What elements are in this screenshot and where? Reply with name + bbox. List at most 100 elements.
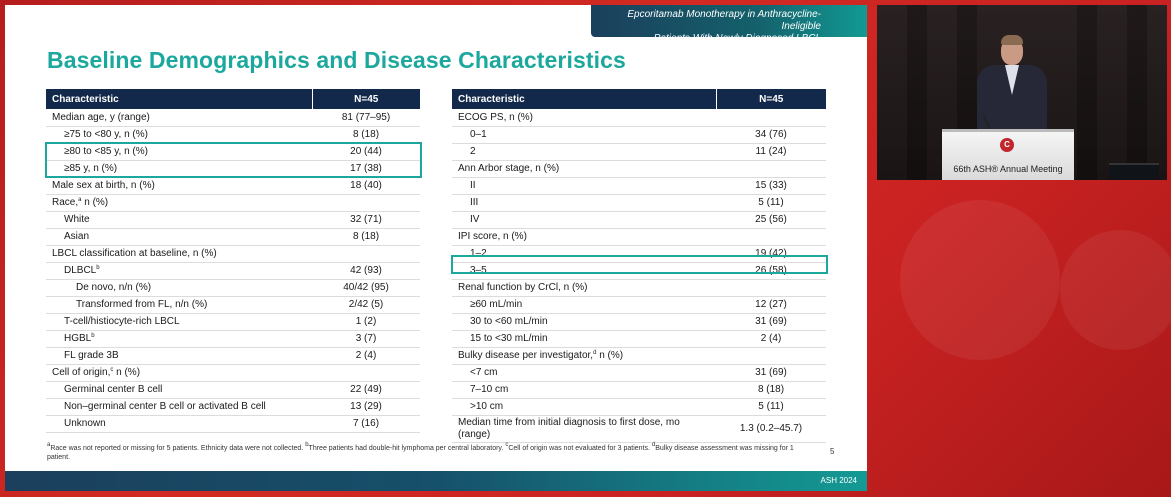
page-number: 5	[830, 447, 835, 456]
table-row: FL grade 3B 2 (4)	[46, 347, 420, 365]
presentation-slide: Epcoritamab Monotherapy in Anthracycline…	[5, 5, 867, 491]
table-row: Median time from initial diagnosis to fi…	[452, 415, 826, 443]
row-label: 30 to <60 mL/min	[452, 313, 716, 331]
row-label: 2	[452, 143, 716, 161]
banner-line-2: Patients With Newly Diagnosed LBCL	[653, 33, 821, 44]
table-row: IPI score, n (%)	[452, 228, 826, 246]
row-value	[312, 194, 420, 212]
column-header-n: N=45	[312, 89, 420, 109]
table-row: 15 to <30 mL/min 2 (4)	[452, 330, 826, 348]
row-value: 15 (33)	[716, 177, 826, 195]
row-label: Ann Arbor stage, n (%)	[452, 160, 716, 178]
row-label: FL grade 3B	[46, 347, 312, 365]
table-row: >10 cm 5 (11)	[452, 398, 826, 416]
table-row: II 15 (33)	[452, 177, 826, 195]
row-label: <7 cm	[452, 364, 716, 382]
row-value: 17 (38)	[312, 160, 420, 178]
row-label: ≥85 y, n (%)	[46, 160, 312, 178]
row-value: 11 (24)	[716, 143, 826, 161]
row-value: 18 (40)	[312, 177, 420, 195]
table-row: T-cell/histiocyte-rich LBCL 1 (2)	[46, 313, 420, 331]
row-value: 2 (4)	[312, 347, 420, 365]
row-label: Male sex at birth, n (%)	[46, 177, 312, 195]
monitor	[1109, 163, 1159, 180]
row-label: II	[452, 177, 716, 195]
row-label: Non–germinal center B cell or activated …	[46, 398, 312, 416]
table-header-row: Characteristic N=45	[46, 89, 420, 109]
row-value: 2 (4)	[716, 330, 826, 348]
row-label: LBCL classification at baseline, n (%)	[46, 245, 312, 263]
row-label: Median time from initial diagnosis to fi…	[452, 415, 716, 443]
row-value: 42 (93)	[312, 262, 420, 280]
row-label: Transformed from FL, n/n (%)	[46, 296, 312, 314]
table-row: 7–10 cm 8 (18)	[452, 381, 826, 399]
row-value: 34 (76)	[716, 126, 826, 144]
row-value: 2/42 (5)	[312, 296, 420, 314]
table-row: Transformed from FL, n/n (%) 2/42 (5)	[46, 296, 420, 314]
row-label: DLBCLb	[46, 262, 312, 280]
table-row: ≥80 to <85 y, n (%) 20 (44)	[46, 143, 420, 161]
row-value	[312, 245, 420, 263]
ash-logo-icon: C	[1000, 138, 1014, 152]
row-value: 32 (71)	[312, 211, 420, 229]
row-value	[716, 228, 826, 246]
row-value: 22 (49)	[312, 381, 420, 399]
row-value: 7 (16)	[312, 415, 420, 433]
row-value: 81 (77–95)	[312, 109, 420, 127]
table-row: White 32 (71)	[46, 211, 420, 229]
row-label: IV	[452, 211, 716, 229]
table-row: Germinal center B cell 22 (49)	[46, 381, 420, 399]
table-row: 30 to <60 mL/min 31 (69)	[452, 313, 826, 331]
banner-line-1: Epcoritamab Monotherapy in Anthracycline…	[627, 9, 821, 32]
table-row: ECOG PS, n (%)	[452, 109, 826, 127]
table-header-row: Characteristic N=45	[452, 89, 826, 109]
slide-footer: ASH 2024	[5, 471, 867, 491]
table-row: <7 cm 31 (69)	[452, 364, 826, 382]
row-value: 3 (7)	[312, 330, 420, 348]
row-value	[716, 347, 826, 365]
table-row: 1–2 19 (42)	[452, 245, 826, 263]
table-row: Non–germinal center B cell or activated …	[46, 398, 420, 416]
table-row: IV 25 (56)	[452, 211, 826, 229]
table-row: Male sex at birth, n (%) 18 (40)	[46, 177, 420, 195]
row-value: 8 (18)	[716, 381, 826, 399]
row-value: 13 (29)	[312, 398, 420, 416]
row-label: 0–1	[452, 126, 716, 144]
table-row: Ann Arbor stage, n (%)	[452, 160, 826, 178]
row-label: HGBLb	[46, 330, 312, 348]
row-value: 31 (69)	[716, 313, 826, 331]
row-label: Germinal center B cell	[46, 381, 312, 399]
table-row: 0–1 34 (76)	[452, 126, 826, 144]
column-header-n: N=45	[716, 89, 826, 109]
background-decoration	[900, 200, 1060, 360]
row-label: Unknown	[46, 415, 312, 433]
row-label: ECOG PS, n (%)	[452, 109, 716, 127]
row-value	[716, 279, 826, 297]
table-row: LBCL classification at baseline, n (%)	[46, 245, 420, 263]
row-label: IPI score, n (%)	[452, 228, 716, 246]
speaker-hair	[1001, 35, 1023, 45]
row-label: >10 cm	[452, 398, 716, 416]
row-value: 25 (56)	[716, 211, 826, 229]
row-label: Renal function by CrCl, n (%)	[452, 279, 716, 297]
table-row: ≥75 to <80 y, n (%) 8 (18)	[46, 126, 420, 144]
row-value: 40/42 (95)	[312, 279, 420, 297]
row-label: ≥75 to <80 y, n (%)	[46, 126, 312, 144]
footnote: aRace was not reported or missing for 5 …	[47, 442, 794, 461]
table-row: De novo, n/n (%) 40/42 (95)	[46, 279, 420, 297]
podium-text: 66th ASH® Annual Meeting	[953, 164, 1063, 174]
curtain-decoration	[1077, 5, 1097, 180]
row-label: T-cell/histiocyte-rich LBCL	[46, 313, 312, 331]
footer-label: ASH 2024	[820, 476, 857, 485]
demographics-table: Characteristic N=45 Median age, y (range…	[46, 89, 420, 433]
row-value: 26 (58)	[716, 262, 826, 280]
table-row: Median age, y (range) 81 (77–95)	[46, 109, 420, 127]
row-value: 5 (11)	[716, 398, 826, 416]
slide-banner: Epcoritamab Monotherapy in Anthracycline…	[591, 5, 867, 44]
row-value: 1.3 (0.2–45.7)	[716, 415, 826, 443]
table-row: Race,a n (%)	[46, 194, 420, 212]
slide-title: Baseline Demographics and Disease Charac…	[47, 47, 626, 73]
row-label: ≥60 mL/min	[452, 296, 716, 314]
podium: C 66th ASH® Annual Meeting	[942, 129, 1074, 180]
table-row: ≥85 y, n (%) 17 (38)	[46, 160, 420, 178]
